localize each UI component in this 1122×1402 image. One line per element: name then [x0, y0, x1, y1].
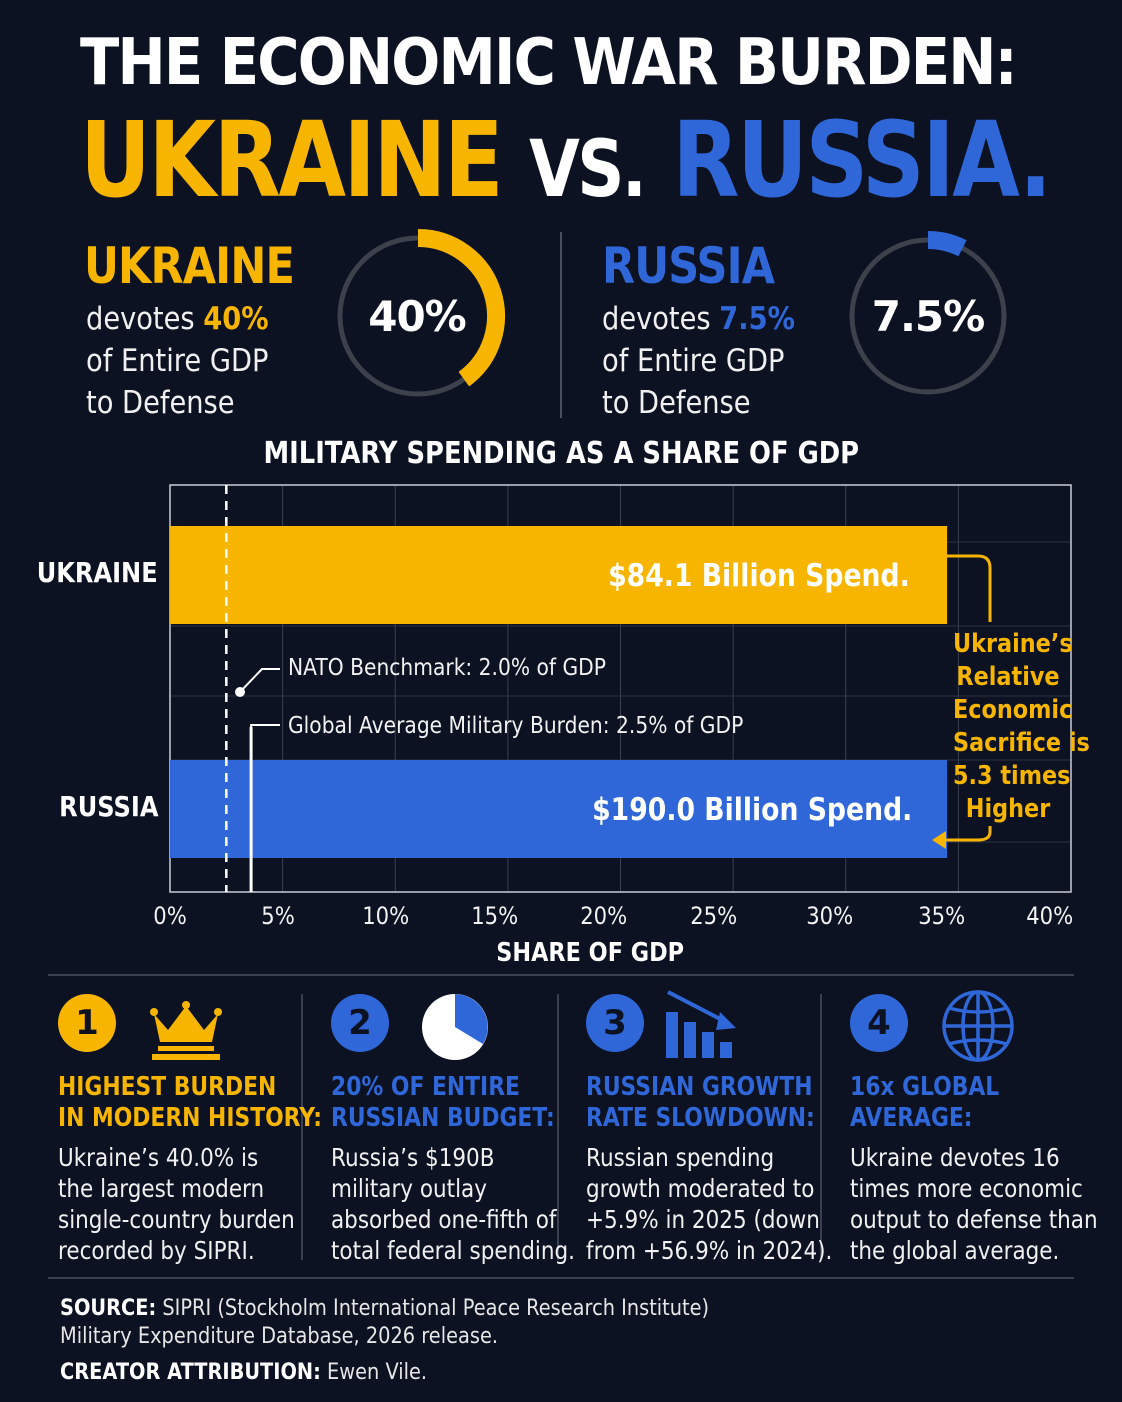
declining-bar-chart-icon [666, 990, 736, 1058]
russia-gauge-label: 7.5% [871, 292, 985, 341]
bar-chart [169, 484, 1072, 893]
ukraine-gauge-label: 40% [368, 292, 467, 341]
nato-benchmark-label: NATO Benchmark: 2.0% of GDP [288, 655, 606, 681]
ukraine-panel-line1: devotes 40% [86, 298, 269, 340]
russia-gauge [849, 231, 1007, 395]
bar-ukraine [170, 526, 948, 624]
x-tick-label: 40% [1026, 902, 1074, 930]
creator-attribution: CREATOR ATTRIBUTION: Ewen Vile. [60, 1360, 428, 1385]
title-russia: RUSSIA. [672, 99, 1052, 221]
column-divider [557, 994, 559, 1260]
chart-title: MILITARY SPENDING AS A SHARE OF GDP [263, 436, 859, 471]
bar-label-russia: $190.0 Billion Spend. [591, 792, 912, 828]
russia-panel-percent: 7.5% [719, 301, 795, 337]
ukraine-panel-name: UKRAINE [84, 237, 295, 295]
title-ukraine: UKRAINE [80, 99, 504, 221]
annotation-line: Economic [952, 695, 1073, 725]
russia-panel-line2: of Entire GDP [602, 343, 785, 379]
x-tick-label: 20% [580, 902, 628, 930]
russia-panel-line1: devotes 7.5% [602, 298, 795, 340]
x-axis-title: SHARE OF GDP [496, 938, 684, 968]
source-line: SOURCE: SIPRI (Stockholm International P… [60, 1296, 710, 1321]
fact-heading: HIGHEST BURDEN IN MODERN HISTORY: [58, 1072, 322, 1133]
fact-number-badge: 2 [331, 994, 389, 1052]
title-vs: VS. [529, 125, 647, 215]
footer-divider [48, 1277, 1074, 1279]
fact-heading: 20% OF ENTIRE RUSSIAN BUDGET: [331, 1072, 555, 1133]
crown-icon [150, 1001, 222, 1060]
annotation-line: Higher [965, 794, 1051, 824]
category-label-russia: RUSSIA [58, 790, 158, 823]
x-tick-label: 35% [918, 902, 966, 930]
column-divider [820, 994, 822, 1260]
source-line-2: Military Expenditure Database, 2026 rele… [60, 1324, 499, 1349]
fact-number-badge: 1 [58, 994, 116, 1052]
column-divider [301, 994, 303, 1260]
fact-body: Russia’s $190B military outlay absorbed on… [331, 1143, 575, 1265]
x-tick-label: 5% [261, 902, 295, 930]
fact-heading: 16x GLOBAL AVERAGE: [850, 1072, 1000, 1133]
annotation-line: Sacrifice is [952, 728, 1090, 758]
panel-divider [560, 232, 562, 418]
annotation-line: 5.3 times [952, 761, 1071, 791]
annotation-line: Ukraine’s [952, 629, 1073, 659]
nato-leader-line [239, 668, 280, 693]
gauge-fill [417, 229, 505, 387]
bar-russia [170, 760, 948, 858]
russia-panel-devotes: devotes [602, 301, 720, 337]
fact-heading: RUSSIAN GROWTH RATE SLOWDOWN: [586, 1072, 815, 1133]
fact-body: Russian spending growth moderated to +5.9%… [586, 1143, 833, 1265]
ukraine-panel-devotes: devotes [86, 301, 204, 337]
russia-panel-name: RUSSIA [602, 237, 775, 295]
x-tick-label: 0% [153, 902, 187, 930]
category-label-ukraine: UKRAINE [37, 556, 158, 589]
globe-icon [942, 990, 1014, 1062]
page-title-line1: THE ECONOMIC WAR BURDEN: [80, 26, 1018, 100]
ukraine-panel-percent: 40% [203, 301, 269, 337]
fact-body: Ukraine’s 40.0% is the largest modern sing… [58, 1143, 295, 1265]
plot-frame [169, 484, 1072, 893]
fact-number-badge: 4 [850, 994, 908, 1052]
annotation-line: Relative [956, 662, 1060, 692]
x-tick-label: 10% [362, 902, 410, 930]
ukraine-panel-line3: to Defense [86, 385, 235, 421]
page-title-line2: UKRAINE VS. RUSSIA. [80, 96, 1052, 234]
ukraine-gauge [337, 229, 505, 397]
x-tick-label: 25% [690, 902, 738, 930]
sacrifice-annotation: Ukraine’s Relative Economic Sacrifice is… [944, 628, 1090, 826]
x-tick-label: 30% [806, 902, 854, 930]
global-average-label: Global Average Military Burden: 2.5% of … [288, 713, 744, 739]
fact-body: Ukraine devotes 16 times more economic out… [850, 1143, 1098, 1265]
gauge-fill [927, 231, 967, 257]
bar-label-ukraine: $84.1 Billion Spend. [608, 558, 910, 594]
ukraine-panel-line2: of Entire GDP [86, 343, 269, 379]
fact-number-badge: 3 [586, 994, 644, 1052]
annotation-arrow-top [940, 554, 992, 622]
x-tick-label: 15% [471, 902, 519, 930]
pie-chart-icon [422, 994, 488, 1060]
annotation-arrow-bottom [944, 826, 992, 842]
annotation-arrowhead-top [932, 547, 946, 565]
global-leader-line [250, 724, 280, 727]
annotation-arrowhead-bottom [932, 831, 946, 849]
section-divider [48, 974, 1074, 976]
russia-panel-line3: to Defense [602, 385, 751, 421]
